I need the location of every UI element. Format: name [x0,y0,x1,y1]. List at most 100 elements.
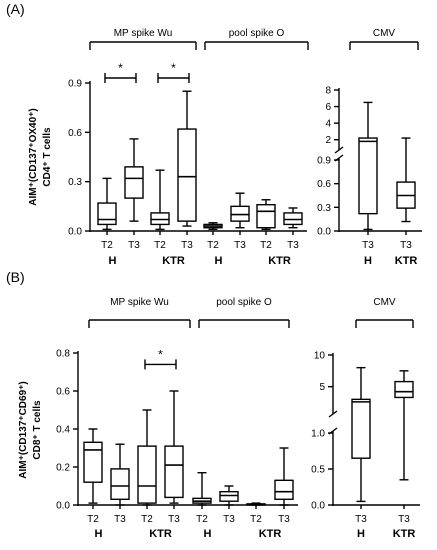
group-label: KTR [259,528,282,540]
box-plot-6 [230,192,250,229]
y-axis-label: CD4⁺ T cells [42,127,53,187]
y-tick-label: 0.0 [317,227,331,238]
x-tick-label: T2 [250,514,262,525]
y-tick-label: 0.5 [311,465,325,476]
box-plot-7 [246,502,266,506]
y-tick-label: 0.0 [68,227,82,238]
iqr-box [230,205,250,222]
box-plot-8 [274,447,294,506]
y-tick-label: 0.0 [56,501,70,512]
iqr-box [256,203,276,229]
group-label: H [364,255,372,267]
group-label: H [215,255,223,267]
iqr-box [83,441,103,483]
box-plot-8 [283,207,303,229]
significance-star: * [158,347,163,361]
x-tick-label: T3 [278,514,290,525]
cmv-title: CMV [373,28,396,39]
y-axis-label: CD8⁺ T cells [32,400,43,460]
x-tick-label: T3 [398,514,410,525]
iqr-box [351,398,371,459]
box-plot-7 [256,199,276,231]
y-tick-label: 0.9 [317,156,331,167]
box-plot-cmv-1 [351,366,371,503]
marks-layer [83,90,416,506]
x-tick-label: T2 [87,514,99,525]
axis-break-mark [334,146,344,154]
iqr-box [219,491,239,502]
box-plot-1 [97,177,117,231]
y-tick-label: 0.6 [56,387,70,398]
y-tick-label: 0.9 [68,79,82,90]
iqr-box [137,445,157,504]
x-tick-label: T2 [154,240,166,251]
bracket-label: MP spike Wu [110,297,169,308]
x-tick-label: T3 [114,514,126,525]
iqr-box [274,479,294,500]
box-plot-2 [124,138,144,222]
significance-star: * [171,61,176,75]
y-tick-label: 0.8 [56,349,70,360]
group-label: KTR [149,528,172,540]
y-tick-label: 0.6 [317,179,331,190]
cmv-title: CMV [373,297,396,308]
iqr-box [177,128,197,222]
y-tick-label: 8 [325,86,331,97]
iqr-box [394,380,414,399]
x-tick-label: T2 [196,514,208,525]
iqr-box [283,212,303,226]
text-layer: 0.0 0.3 0.6 0.9 T2 T3 T2 T3 T2 T3 T2 T3 H KTR H KTR MP s… [6,1,417,540]
y-tick-label: 1.0 [311,429,325,440]
box-plot-4 [177,90,197,227]
box-plot-4 [164,390,184,504]
x-tick-label: T2 [141,514,153,525]
y-tick-label: 5 [319,382,325,393]
x-tick-label: T3 [362,240,374,251]
y-tick-label: 2 [325,135,331,146]
panel-label: (A) [6,1,25,17]
x-tick-label: T3 [168,514,180,525]
box-plot-2 [110,443,130,506]
x-tick-label: T3 [400,240,412,251]
y-tick-label: 10 [314,351,326,362]
group-label: KTR [393,528,416,540]
x-tick-label: T2 [260,240,272,251]
iqr-box [110,468,130,500]
box-plot-cmv-2 [394,370,414,481]
x-tick-label: T3 [355,514,367,525]
significance-star: * [118,61,123,75]
box-plot-5 [203,222,223,231]
bracket-label: MP spike Wu [114,28,173,39]
iqr-box [150,212,170,226]
group-label: KTR [395,255,418,267]
x-tick-label: T3 [287,240,299,251]
y-tick-label: 4 [325,119,331,130]
x-tick-label: T3 [181,240,193,251]
box-plot-1 [83,428,103,504]
y-tick-label: 0.6 [68,128,82,139]
box-plot-6 [219,485,239,506]
y-tick-label: 0.3 [68,177,82,188]
group-label: H [357,528,365,540]
y-axis-label: AIM⁺(CD137⁺CD69⁺) [18,381,29,479]
group-label: KTR [162,255,185,267]
y-tick-label: 0.4 [56,425,70,436]
group-label: KTR [268,255,291,267]
y-tick-label: 0.3 [317,203,331,214]
box-plot-cmv-1 [358,101,378,231]
box-plot-3 [150,169,170,231]
iqr-box [164,445,184,499]
bracket-label: pool spike O [229,28,285,39]
group-label: H [109,255,117,267]
group-label: H [95,528,103,540]
x-tick-label: T2 [207,240,219,251]
iqr-box [358,137,378,215]
box-plot-3 [137,409,157,506]
iqr-box [97,202,117,226]
x-tick-label: T3 [234,240,246,251]
x-tick-label: T3 [128,240,140,251]
iqr-box [124,166,144,199]
box-plot-cmv-2 [396,137,416,223]
y-tick-label: 0.0 [311,501,325,512]
